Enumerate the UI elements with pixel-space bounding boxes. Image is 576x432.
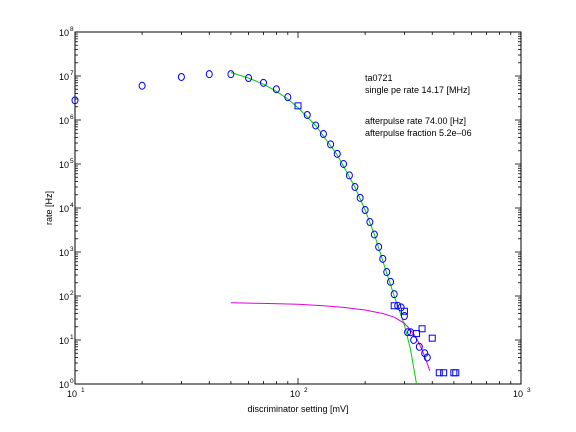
data-point-circle xyxy=(345,171,353,180)
data-point-circle xyxy=(245,74,253,83)
y-tick-label: 10 xyxy=(59,28,69,38)
plot-area xyxy=(74,31,522,385)
data-point-circle xyxy=(400,312,408,321)
x-tick-label: 10 xyxy=(67,389,77,399)
data-point-circle xyxy=(227,70,235,79)
data-point-square xyxy=(428,334,436,342)
y-tick-label: 10 xyxy=(59,292,69,302)
data-point-circle xyxy=(340,160,348,168)
data-point-circle xyxy=(303,110,311,119)
data-point-circle xyxy=(394,301,402,310)
data-point-circle xyxy=(327,140,335,149)
data-point-circle xyxy=(351,183,359,192)
data-point-circle xyxy=(356,193,364,202)
y-tick-label-exponent: 5 xyxy=(70,158,74,165)
y-tick-label: 10 xyxy=(59,248,69,258)
y-tick-label: 10 xyxy=(59,116,69,126)
axis-ticks: 10 1 10 2 10 310 010 110 210 310 410 510 610 710 8 xyxy=(59,26,531,399)
data-point-square xyxy=(418,325,426,333)
data-point-circle xyxy=(383,268,391,277)
y-tick-label-exponent: 1 xyxy=(70,334,74,341)
x-axis-label: discriminator setting [mV] xyxy=(247,404,348,414)
data-point-circle xyxy=(370,230,378,239)
x-tick-label: 10 xyxy=(513,389,523,399)
data-point-circle xyxy=(138,81,146,90)
data-point-circle xyxy=(423,353,431,362)
y-tick-label-exponent: 6 xyxy=(70,114,74,121)
data-markers xyxy=(71,70,460,377)
data-point-square xyxy=(400,307,408,315)
data-point-circle xyxy=(319,130,327,139)
data-point-square xyxy=(413,330,421,338)
data-point-circle xyxy=(361,206,369,215)
afterpulse-fit-line xyxy=(230,302,431,371)
data-point-circle xyxy=(177,72,185,81)
data-point-square xyxy=(452,369,460,377)
annotation-afterpulse-rate: afterpulse rate 74.00 [Hz] xyxy=(365,116,466,126)
x-tick-label-exponent: 2 xyxy=(304,387,308,394)
data-point-circle xyxy=(375,242,383,251)
data-point-circle xyxy=(272,85,280,94)
data-point-square xyxy=(294,102,302,110)
data-point-circle xyxy=(333,149,341,158)
y-tick-label-exponent: 7 xyxy=(70,70,74,77)
y-axis-label: rate [Hz] xyxy=(44,191,54,225)
y-tick-label: 10 xyxy=(59,204,69,214)
data-point-circle xyxy=(366,218,374,227)
data-point-square xyxy=(435,369,443,377)
data-point-circle xyxy=(205,70,213,79)
data-point-circle xyxy=(71,96,79,105)
data-point-circle xyxy=(379,254,387,263)
data-point-circle xyxy=(390,290,398,299)
x-tick-label: 10 xyxy=(290,389,300,399)
x-tick-label-exponent: 1 xyxy=(81,387,85,394)
x-tick-label-exponent: 3 xyxy=(527,387,531,394)
y-tick-label-exponent: 0 xyxy=(70,378,74,385)
y-tick-label: 10 xyxy=(59,72,69,82)
data-point-circle xyxy=(259,78,267,87)
y-tick-label-exponent: 4 xyxy=(70,202,74,209)
y-tick-label: 10 xyxy=(59,336,69,346)
data-point-circle xyxy=(415,342,423,351)
y-tick-label: 10 xyxy=(59,380,69,390)
y-tick-label: 10 xyxy=(59,160,69,170)
y-tick-label-exponent: 3 xyxy=(70,246,74,253)
data-point-square xyxy=(390,302,398,310)
annotation-single-pe-rate: single pe rate 14.17 [MHz] xyxy=(365,85,470,95)
data-point-square xyxy=(440,369,448,377)
y-tick-label-exponent: 2 xyxy=(70,290,74,297)
annotation-pmt-id: ta0721 xyxy=(365,73,393,83)
annotation-afterpulse-fraction: afterpulse fraction 5.2e–06 xyxy=(365,128,472,138)
data-point-circle xyxy=(312,121,320,130)
data-point-circle xyxy=(404,328,412,337)
y-tick-label-exponent: 8 xyxy=(70,26,74,33)
data-point-circle xyxy=(387,277,395,286)
data-point-circle xyxy=(284,93,292,102)
